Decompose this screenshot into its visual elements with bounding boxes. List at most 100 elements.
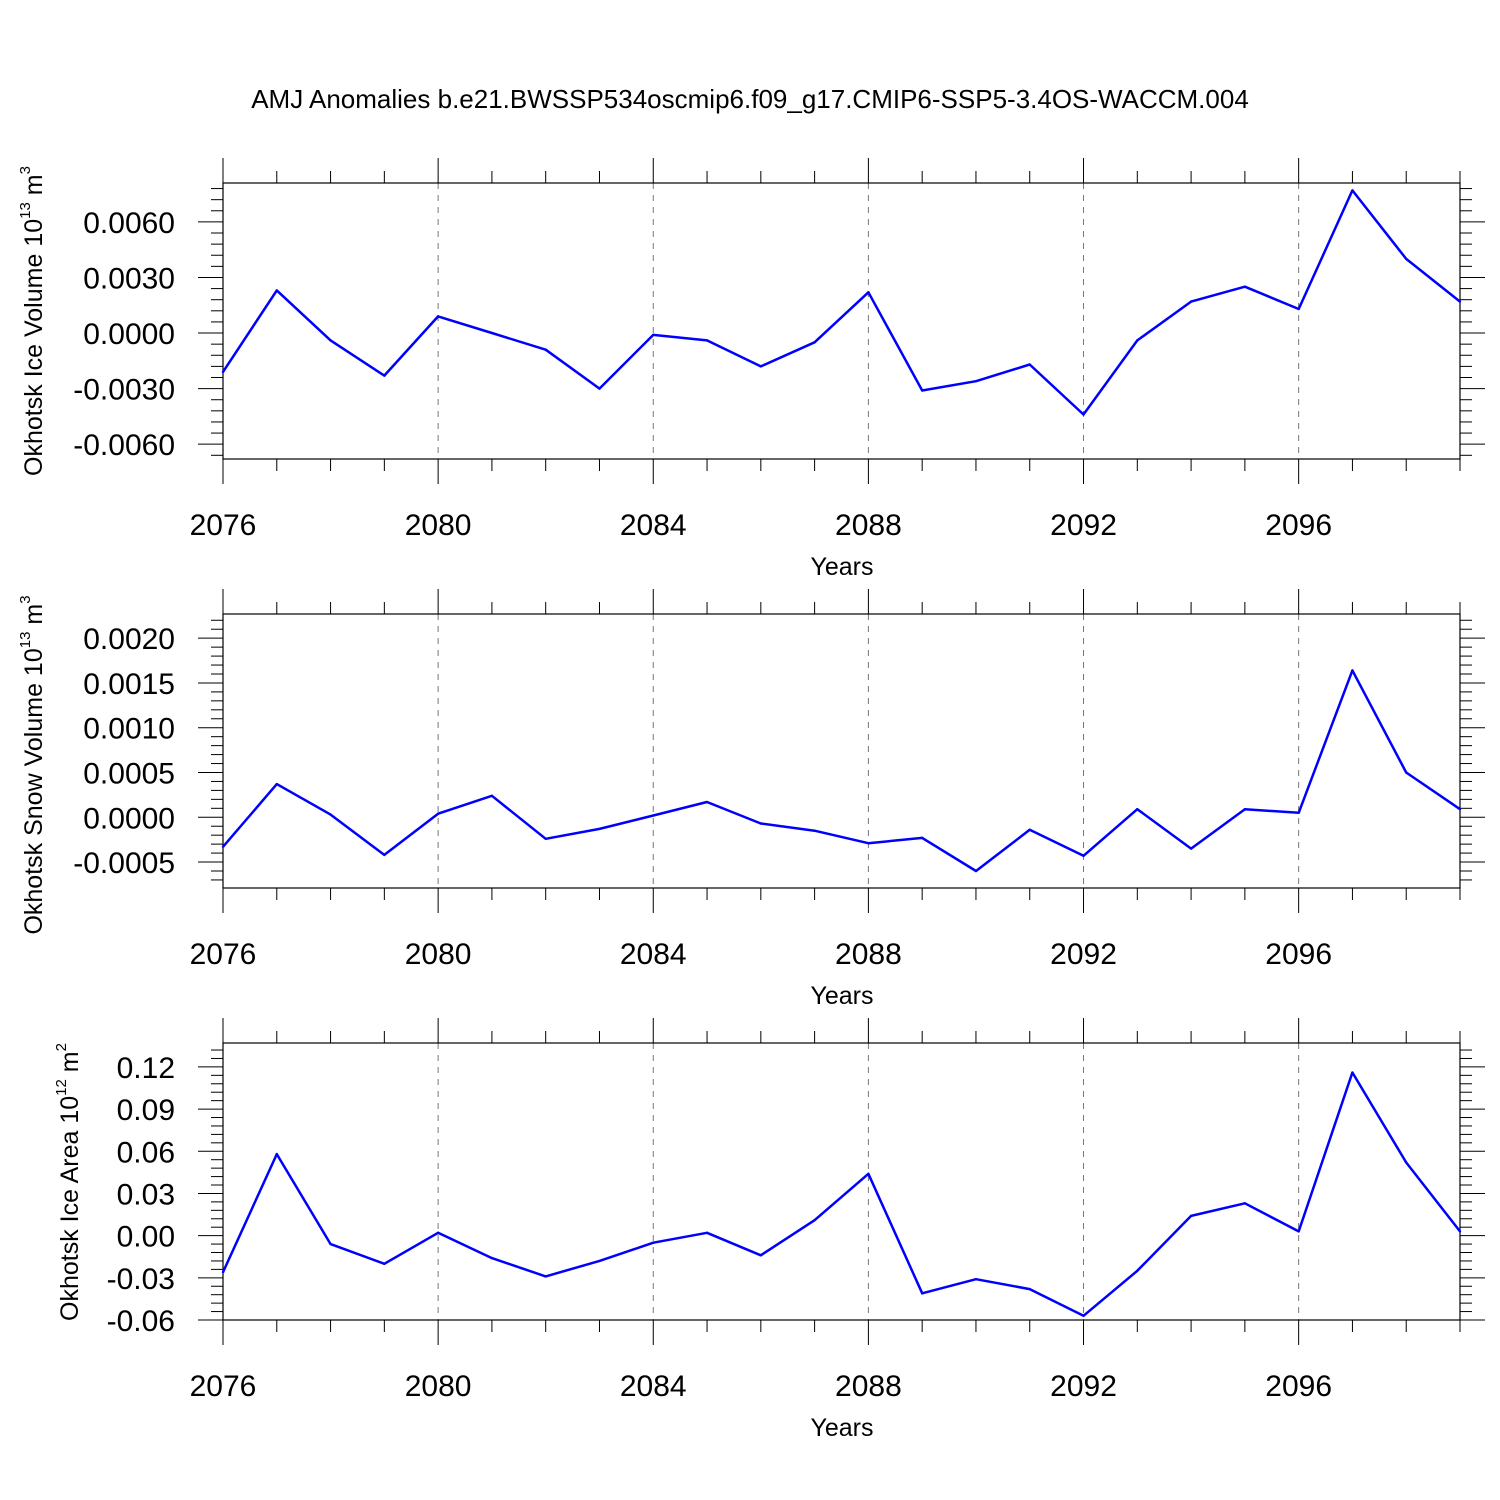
data-point <box>1082 413 1085 416</box>
y-tick-label: 0.0020 <box>83 623 175 656</box>
x-tick-label: 2092 <box>1050 1370 1117 1403</box>
data-point <box>275 782 278 786</box>
data-point <box>813 1218 816 1222</box>
data-point <box>598 1259 601 1263</box>
data-point <box>544 1275 547 1278</box>
y-tick-label: 0.03 <box>117 1178 175 1211</box>
data-point <box>813 341 816 344</box>
data-point <box>275 1152 278 1156</box>
series-line <box>221 189 1461 416</box>
x-tick-label: 2088 <box>835 509 902 542</box>
data-point <box>759 365 763 368</box>
data-point <box>436 315 440 318</box>
data-point <box>1136 339 1139 342</box>
y-axis-label: Okhotsk Snow Volume 1013 m3 <box>17 595 48 934</box>
panel-1: 0.0060 0.0030 0.0000 -0.0030 -0.0060 2076 2080… <box>17 158 1485 581</box>
y-tick-label: 0.0030 <box>83 262 175 295</box>
panel-3: 0.12 0.09 0.06 0.03 0.00 -0.03 -0.06 2076 2080 20… <box>53 1018 1485 1442</box>
data-point <box>383 374 386 377</box>
data-point <box>867 842 870 845</box>
data-point <box>1405 1161 1408 1164</box>
data-point <box>1405 257 1408 261</box>
data-point <box>1405 771 1408 774</box>
data-point <box>867 1172 870 1175</box>
data-point <box>920 389 924 392</box>
data-point <box>544 837 547 840</box>
data-point <box>813 829 816 832</box>
data-point <box>490 794 494 797</box>
data-point <box>221 370 225 374</box>
y-tick-label: 0.0015 <box>83 668 175 701</box>
y-tick-label: 0.0060 <box>83 207 175 240</box>
data-point <box>759 1254 763 1257</box>
data-point <box>490 331 494 335</box>
x-axis-label: Years <box>810 1414 873 1442</box>
data-point <box>1243 285 1247 288</box>
y-axis-label: Okhotsk Ice Area 1012 m2 <box>53 1043 84 1321</box>
data-point <box>275 289 278 292</box>
data-point <box>1028 363 1031 366</box>
y-tick-label: 0.0000 <box>83 802 175 835</box>
y-tick-label: -0.03 <box>107 1263 175 1296</box>
data-point <box>1189 300 1193 303</box>
data-point <box>867 291 870 294</box>
data-point <box>1028 1287 1031 1291</box>
data-point <box>1351 189 1354 192</box>
data-point <box>705 339 709 342</box>
x-tick-label: 2096 <box>1265 509 1332 542</box>
x-tick-label: 2084 <box>620 1370 687 1403</box>
data-point <box>1243 808 1247 811</box>
data-point <box>974 380 978 383</box>
y-tick-label: 0.12 <box>117 1052 175 1085</box>
data-point <box>920 1292 924 1295</box>
data-point <box>705 800 709 804</box>
x-tick-label: 2080 <box>405 938 472 971</box>
x-tick-label: 2088 <box>835 1370 902 1403</box>
x-tick-label: 2092 <box>1050 509 1117 542</box>
data-point <box>974 869 978 873</box>
y-tick-label: 0.09 <box>117 1094 175 1127</box>
y-tick-label: 0.0000 <box>83 318 175 351</box>
chart-title: AMJ Anomalies b.e21.BWSSP534oscmip6.f09_… <box>251 84 1249 114</box>
data-point <box>329 1242 332 1246</box>
data-point <box>221 845 225 849</box>
y-tick-label: 0.00 <box>117 1221 175 1254</box>
data-point <box>544 348 547 351</box>
data-point <box>759 822 763 825</box>
data-point <box>329 813 332 816</box>
x-tick-label: 2080 <box>405 509 472 542</box>
series-line <box>221 1071 1461 1318</box>
data-point <box>1297 811 1300 814</box>
data-point <box>652 333 655 337</box>
y-tick-label: -0.06 <box>107 1305 175 1338</box>
x-tick-label: 2076 <box>190 938 257 971</box>
plot-frame <box>222 182 1461 460</box>
y-tick-label: 0.06 <box>117 1136 175 1169</box>
y-tick-label: -0.0060 <box>73 429 175 462</box>
data-point <box>652 1241 655 1244</box>
data-point <box>1458 1230 1462 1233</box>
plot-frame <box>222 613 1461 889</box>
data-point <box>436 1231 440 1235</box>
data-point <box>652 814 655 817</box>
data-point <box>598 387 601 390</box>
data-point <box>1351 1071 1354 1074</box>
data-point <box>705 1231 709 1235</box>
y-tick-label: -0.0005 <box>73 847 175 880</box>
x-tick-label: 2096 <box>1265 1370 1332 1403</box>
x-tick-label: 2080 <box>405 1370 472 1403</box>
plot-frame <box>222 1042 1461 1321</box>
x-tick-label: 2076 <box>190 1370 257 1403</box>
data-point <box>1082 854 1085 857</box>
x-tick-label: 2084 <box>620 938 687 971</box>
x-tick-label: 2084 <box>620 509 687 542</box>
data-point <box>1028 828 1031 831</box>
data-point <box>1297 307 1300 311</box>
data-point <box>1082 1314 1085 1317</box>
x-axis-label: Years <box>810 982 873 1010</box>
y-tick-label: 0.0010 <box>83 713 175 746</box>
data-point <box>920 836 924 840</box>
data-point <box>598 827 601 831</box>
data-point <box>1458 300 1462 303</box>
